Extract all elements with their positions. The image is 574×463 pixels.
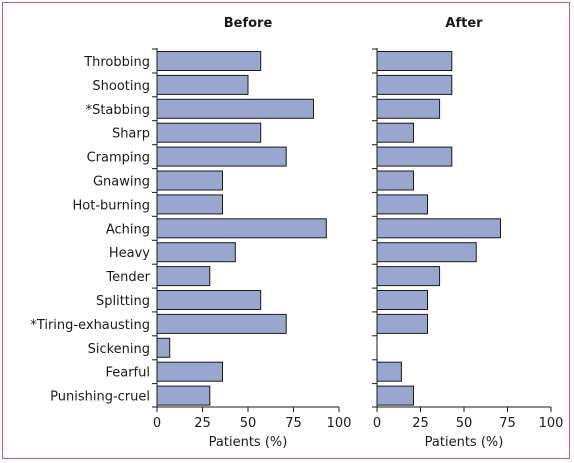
before-bar-stabbing bbox=[156, 98, 314, 119]
before-bar-cramping bbox=[156, 146, 287, 167]
after-bar-throbbing bbox=[376, 51, 453, 71]
category-label-tender: Tender bbox=[105, 270, 150, 285]
before-bar-tender bbox=[156, 266, 211, 287]
before-x-tick-label-50: 50 bbox=[240, 416, 257, 431]
after-bar-sharp bbox=[376, 122, 414, 143]
after-bar-stabbing bbox=[376, 98, 441, 119]
after-bar-hot-burning bbox=[376, 194, 428, 215]
before-x-tick-label-75: 75 bbox=[285, 416, 302, 431]
category-label-stabbing: *Stabbing bbox=[86, 103, 150, 118]
after-panel-title: After bbox=[445, 16, 483, 31]
after-bar-tiring-exhausting bbox=[376, 313, 428, 334]
after-bar-cramping bbox=[376, 146, 453, 167]
before-bar-aching bbox=[156, 218, 327, 239]
before-bar-throbbing bbox=[156, 51, 262, 71]
category-label-hot-burning: Hot-burning bbox=[73, 198, 150, 213]
category-label-tiring-exhausting: *Tiring-exhausting bbox=[30, 318, 150, 333]
after-x-tick-label-75: 75 bbox=[499, 416, 516, 431]
category-label-throbbing: Throbbing bbox=[83, 55, 150, 70]
before-bar-fearful bbox=[156, 361, 223, 382]
after-bar-splitting bbox=[376, 290, 428, 310]
after-x-tick-label-50: 50 bbox=[456, 416, 473, 431]
after-bar-fearful bbox=[376, 361, 402, 382]
category-label-sickening: Sickening bbox=[88, 342, 150, 357]
after-bar-tender bbox=[376, 266, 441, 287]
category-label-cramping: Cramping bbox=[87, 151, 150, 166]
after-bar-heavy bbox=[376, 242, 477, 263]
category-label-heavy: Heavy bbox=[109, 246, 150, 261]
after-bar-shooting bbox=[376, 74, 453, 95]
category-label-shooting: Shooting bbox=[92, 79, 150, 94]
before-bar-shooting bbox=[156, 74, 249, 95]
before-bar-sickening bbox=[156, 337, 171, 358]
after-x-tick-label-0: 0 bbox=[373, 416, 381, 431]
category-label-splitting: Splitting bbox=[96, 294, 150, 309]
after-bar-aching bbox=[376, 218, 501, 239]
after-x-tick-label-100: 100 bbox=[539, 416, 564, 431]
category-label-sharp: Sharp bbox=[112, 127, 150, 142]
after-bar-punishing-cruel bbox=[376, 385, 414, 406]
before-bar-tiring-exhausting bbox=[156, 313, 287, 334]
figure-frame: Before Throbbing Shooting *Stabbing Sharp Cra… bbox=[2, 2, 570, 459]
category-label-aching: Aching bbox=[106, 222, 150, 237]
after-x-tick-label-25: 25 bbox=[412, 416, 429, 431]
before-bar-sharp bbox=[156, 122, 262, 143]
after-x-axis-label: Patients (%) bbox=[425, 435, 504, 450]
before-x-tick-label-0: 0 bbox=[153, 416, 161, 431]
before-bar-splitting bbox=[156, 290, 262, 310]
pain-descriptor-chart: Before Throbbing Shooting *Stabbing Sharp Cra… bbox=[30, 16, 564, 450]
before-x-tick-label-100: 100 bbox=[327, 416, 352, 431]
before-bar-heavy bbox=[156, 242, 236, 263]
before-panel-title: Before bbox=[224, 16, 273, 31]
before-x-tick-label-25: 25 bbox=[194, 416, 211, 431]
before-bar-punishing-cruel bbox=[156, 385, 211, 406]
after-bar-gnawing bbox=[376, 170, 414, 191]
category-label-fearful: Fearful bbox=[105, 366, 150, 381]
before-bar-hot-burning bbox=[156, 194, 223, 215]
category-label-punishing-cruel: Punishing-cruel bbox=[50, 390, 150, 405]
before-x-axis-label: Patients (%) bbox=[209, 435, 288, 450]
before-bar-gnawing bbox=[156, 170, 223, 191]
category-label-gnawing: Gnawing bbox=[93, 175, 150, 190]
